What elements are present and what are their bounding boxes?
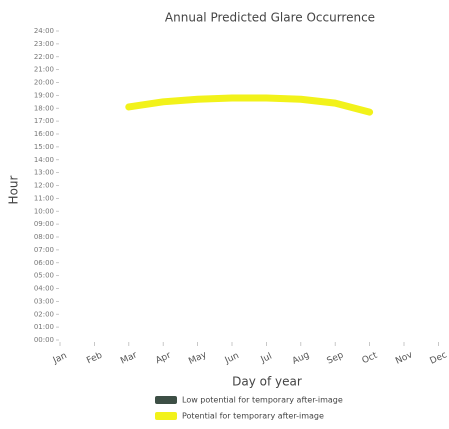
y-tick-label: 14:00 (34, 156, 54, 164)
y-tick-label: 17:00 (34, 117, 54, 125)
legend-label: Potential for temporary after-image (182, 412, 324, 421)
y-tick-label: 16:00 (34, 130, 54, 138)
y-tick-label: 00:00 (34, 336, 54, 344)
y-tick-label: 02:00 (34, 310, 54, 318)
x-axis-label: Day of year (232, 375, 302, 389)
y-tick-label: 03:00 (34, 297, 54, 305)
y-tick-label: 10:00 (34, 207, 54, 215)
y-tick-label: 24:00 (34, 27, 54, 35)
chart-title: Annual Predicted Glare Occurrence (165, 11, 375, 25)
x-tick-label: Jul (259, 352, 274, 366)
y-tick-label: 12:00 (34, 182, 54, 190)
y-tick-label: 07:00 (34, 246, 54, 254)
y-tick-label: 06:00 (34, 259, 54, 267)
y-tick-label: 04:00 (34, 285, 54, 293)
y-tick-label: 22:00 (34, 53, 54, 61)
y-tick-label: 20:00 (34, 79, 54, 87)
y-tick-label: 21:00 (34, 66, 54, 74)
y-tick-label: 08:00 (34, 233, 54, 241)
y-tick-label: 01:00 (34, 323, 54, 331)
series-line (125, 94, 374, 116)
y-tick-label: 23:00 (34, 40, 54, 48)
y-tick-label: 05:00 (34, 272, 54, 280)
y-tick-label: 18:00 (34, 104, 54, 112)
y-tick-label: 19:00 (34, 91, 54, 99)
legend-swatch (155, 412, 177, 420)
y-axis-label: Hour (7, 175, 21, 204)
y-tick-label: 09:00 (34, 220, 54, 228)
legend-label: Low potential for temporary after-image (182, 396, 343, 405)
y-tick-label: 13:00 (34, 169, 54, 177)
y-tick-label: 15:00 (34, 143, 54, 151)
y-tick-label: 11:00 (34, 194, 54, 202)
legend-swatch (155, 396, 177, 404)
